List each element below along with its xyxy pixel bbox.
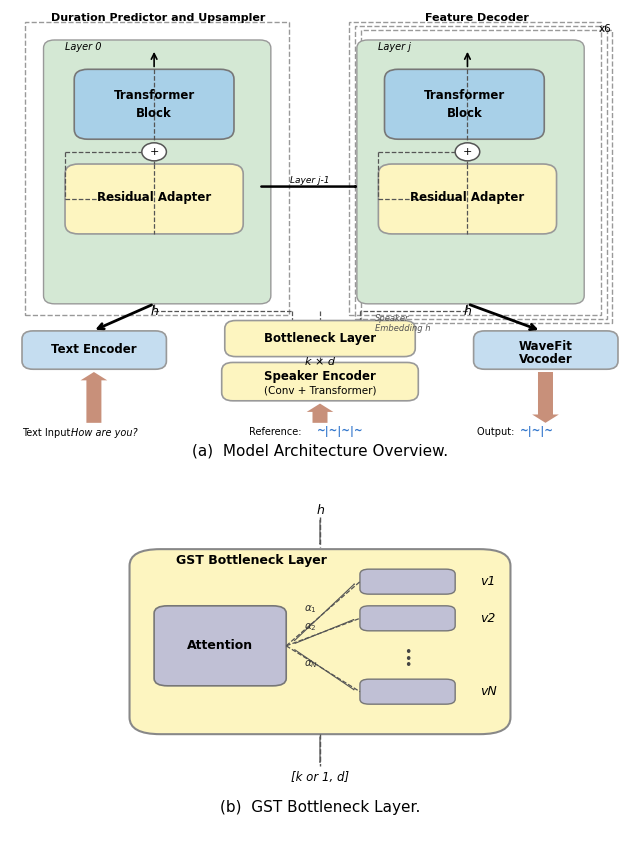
FancyBboxPatch shape [129,549,511,734]
Text: Block: Block [136,107,172,119]
Text: Attention: Attention [187,639,253,653]
Text: Vocoder: Vocoder [518,353,572,366]
Text: WaveFit: WaveFit [518,340,572,353]
Text: +: + [463,147,472,156]
Text: v1: v1 [480,575,495,588]
Text: $\alpha_1$: $\alpha_1$ [305,603,317,615]
Text: Block: Block [447,107,483,119]
Circle shape [455,143,480,161]
FancyBboxPatch shape [378,164,557,234]
Text: ~|~|~: ~|~|~ [520,426,554,437]
Text: Text Input:: Text Input: [22,428,77,438]
Text: h: h [463,305,472,318]
Text: Layer j-1: Layer j-1 [291,177,330,185]
Text: Transformer: Transformer [424,89,505,103]
FancyBboxPatch shape [221,362,419,401]
Text: •: • [404,659,412,672]
Circle shape [142,143,166,161]
Text: GST Bottleneck Layer: GST Bottleneck Layer [175,554,326,568]
Text: k × d: k × d [305,357,335,368]
Text: Residual Adapter: Residual Adapter [410,192,525,204]
Text: Layer j: Layer j [378,42,412,52]
Text: Layer 0: Layer 0 [65,42,102,52]
Text: ~|~|~|~: ~|~|~|~ [317,426,364,437]
Text: Duration Predictor and Upsampler: Duration Predictor and Upsampler [51,13,266,24]
Text: Transformer: Transformer [113,89,195,103]
FancyBboxPatch shape [357,40,584,304]
Text: Feature Decoder: Feature Decoder [425,13,529,24]
Text: vN: vN [480,685,497,698]
Text: h: h [150,305,158,318]
Text: Speaker Encoder: Speaker Encoder [264,370,376,383]
Text: •: • [404,653,412,666]
Text: Output:: Output: [477,427,517,437]
FancyBboxPatch shape [154,606,286,685]
FancyBboxPatch shape [360,680,455,704]
FancyBboxPatch shape [385,69,544,140]
FancyBboxPatch shape [44,40,271,304]
Text: x6: x6 [599,24,612,34]
FancyBboxPatch shape [74,69,234,140]
Text: $\alpha_2$: $\alpha_2$ [305,621,317,633]
Text: Text Encoder: Text Encoder [51,343,137,357]
FancyBboxPatch shape [65,164,243,234]
Text: Bottleneck Layer: Bottleneck Layer [264,332,376,345]
Text: Reference:: Reference: [250,427,305,437]
Text: (a)  Model Architecture Overview.: (a) Model Architecture Overview. [192,444,448,459]
Text: (b)  GST Bottleneck Layer.: (b) GST Bottleneck Layer. [220,800,420,815]
Text: +: + [149,147,159,156]
Text: Residual Adapter: Residual Adapter [97,192,211,204]
Text: (Conv + Transformer): (Conv + Transformer) [264,385,376,395]
FancyBboxPatch shape [360,606,455,631]
Text: $\alpha_N$: $\alpha_N$ [304,658,318,669]
Text: Speaker
Embedding h: Speaker Embedding h [375,314,431,333]
Text: h: h [316,505,324,517]
FancyBboxPatch shape [22,331,166,369]
Text: How are you?: How are you? [71,428,138,438]
Text: •: • [404,646,412,659]
Text: v2: v2 [480,611,495,625]
FancyBboxPatch shape [474,331,618,369]
FancyBboxPatch shape [225,320,415,357]
FancyBboxPatch shape [360,569,455,594]
Text: [k or 1, d]: [k or 1, d] [291,771,349,784]
